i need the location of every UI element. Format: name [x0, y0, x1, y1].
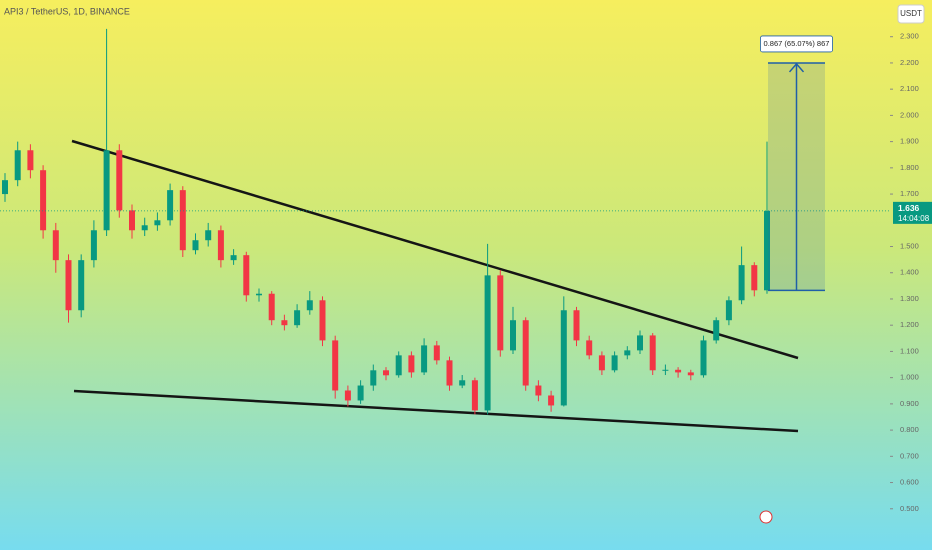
y-tick-label: 0.600	[900, 478, 919, 487]
chart-title: API3 / TetherUS, 1D, BINANCE	[4, 6, 130, 16]
candle-body	[421, 345, 428, 373]
candle-body	[408, 355, 415, 373]
candle-body	[192, 240, 199, 251]
candle-body	[751, 265, 758, 291]
y-tick-label: 2.100	[900, 84, 919, 93]
candle-body	[65, 260, 72, 311]
y-tick-label: 1.500	[900, 242, 919, 251]
candle-body	[90, 230, 97, 261]
currency-button[interactable]	[897, 4, 925, 24]
candle-body	[129, 210, 135, 231]
y-tick-label: 2.200	[900, 58, 919, 67]
candle-body	[522, 320, 529, 386]
y-tick-label: 1.000	[900, 373, 919, 382]
candle-body	[52, 230, 59, 261]
candle-body	[713, 320, 720, 341]
candle-body	[560, 310, 567, 406]
candle-body	[586, 340, 593, 356]
candles	[2, 28, 770, 415]
candle-body	[319, 300, 326, 341]
candle-body	[611, 355, 618, 371]
y-tick-label: 1.900	[900, 137, 919, 146]
last-price-label: 1.636	[898, 203, 920, 213]
y-tick-label: 0.800	[900, 425, 919, 434]
measure-label-box	[760, 35, 833, 53]
candle-body	[433, 345, 440, 361]
candle-body	[78, 260, 85, 311]
candle-body	[573, 310, 580, 341]
candle-body	[27, 150, 34, 171]
candle-body	[700, 340, 707, 376]
y-tick-label: 1.100	[900, 346, 919, 355]
candle-body	[141, 225, 148, 231]
candle-body	[103, 150, 110, 231]
candle-body	[2, 180, 8, 195]
candle-body	[281, 320, 288, 326]
candle-body	[217, 230, 224, 261]
candle-body	[116, 150, 123, 211]
candle-body	[548, 395, 555, 406]
trend-line-lower	[73, 389, 799, 433]
last-price-box	[893, 201, 932, 224]
candle-body	[649, 335, 656, 371]
price-axis: 2.300 2.200 2.100 2.000 1.900 1.800 1.700 1.500…	[890, 32, 919, 513]
candle-body	[357, 385, 364, 401]
y-tick-label: 2.000	[900, 110, 919, 119]
y-tick-label: 1.400	[900, 268, 919, 277]
y-tick-label: 0.700	[900, 451, 919, 460]
y-tick-label: 1.300	[900, 294, 919, 303]
candle-body	[14, 150, 21, 181]
candle-body	[484, 275, 491, 411]
y-tick-label: 0.900	[900, 399, 919, 408]
candle-body	[637, 335, 643, 351]
candle-body	[510, 320, 516, 351]
candle-body	[675, 369, 682, 373]
y-tick-label: 0.500	[900, 504, 919, 513]
countdown-label: 14:04:08	[898, 214, 930, 223]
candle-body	[383, 370, 389, 376]
candle-body	[446, 360, 453, 386]
candle-body	[179, 190, 186, 251]
y-tick-label: 1.800	[900, 163, 919, 172]
candle-body	[395, 355, 402, 376]
candle-body	[243, 255, 250, 296]
y-tick-label: 1.700	[900, 189, 919, 198]
y-tick-label: 1.200	[900, 320, 919, 329]
candle-body	[662, 369, 669, 371]
candle-body	[205, 230, 212, 241]
measure-label: 0.867 (65.07%) 867	[764, 39, 830, 48]
candle-body	[598, 355, 605, 371]
candle-body	[370, 370, 377, 386]
candle-body	[725, 300, 732, 321]
event-icon[interactable]	[759, 510, 773, 524]
candle-body	[268, 293, 275, 321]
trend-line-upper	[71, 139, 799, 360]
candle-body	[332, 340, 339, 391]
candle-body	[624, 350, 631, 356]
candle-body	[154, 220, 161, 226]
candle-body	[471, 380, 478, 411]
candle-body	[344, 390, 351, 401]
candle-body	[306, 300, 313, 311]
candle-body	[738, 265, 745, 301]
candle-body	[40, 170, 47, 231]
candle-body	[230, 255, 237, 261]
candle-body	[535, 385, 542, 396]
candle-body	[497, 275, 504, 351]
currency-label: USDT	[900, 9, 922, 18]
candle-body	[294, 310, 301, 326]
candle-body	[459, 380, 466, 386]
measure-arrow-head	[788, 62, 805, 73]
candle-body	[764, 210, 770, 291]
candle-body	[256, 293, 262, 296]
candle-body	[687, 372, 694, 376]
candle-body	[167, 190, 174, 221]
y-tick-label: 2.300	[900, 32, 919, 41]
